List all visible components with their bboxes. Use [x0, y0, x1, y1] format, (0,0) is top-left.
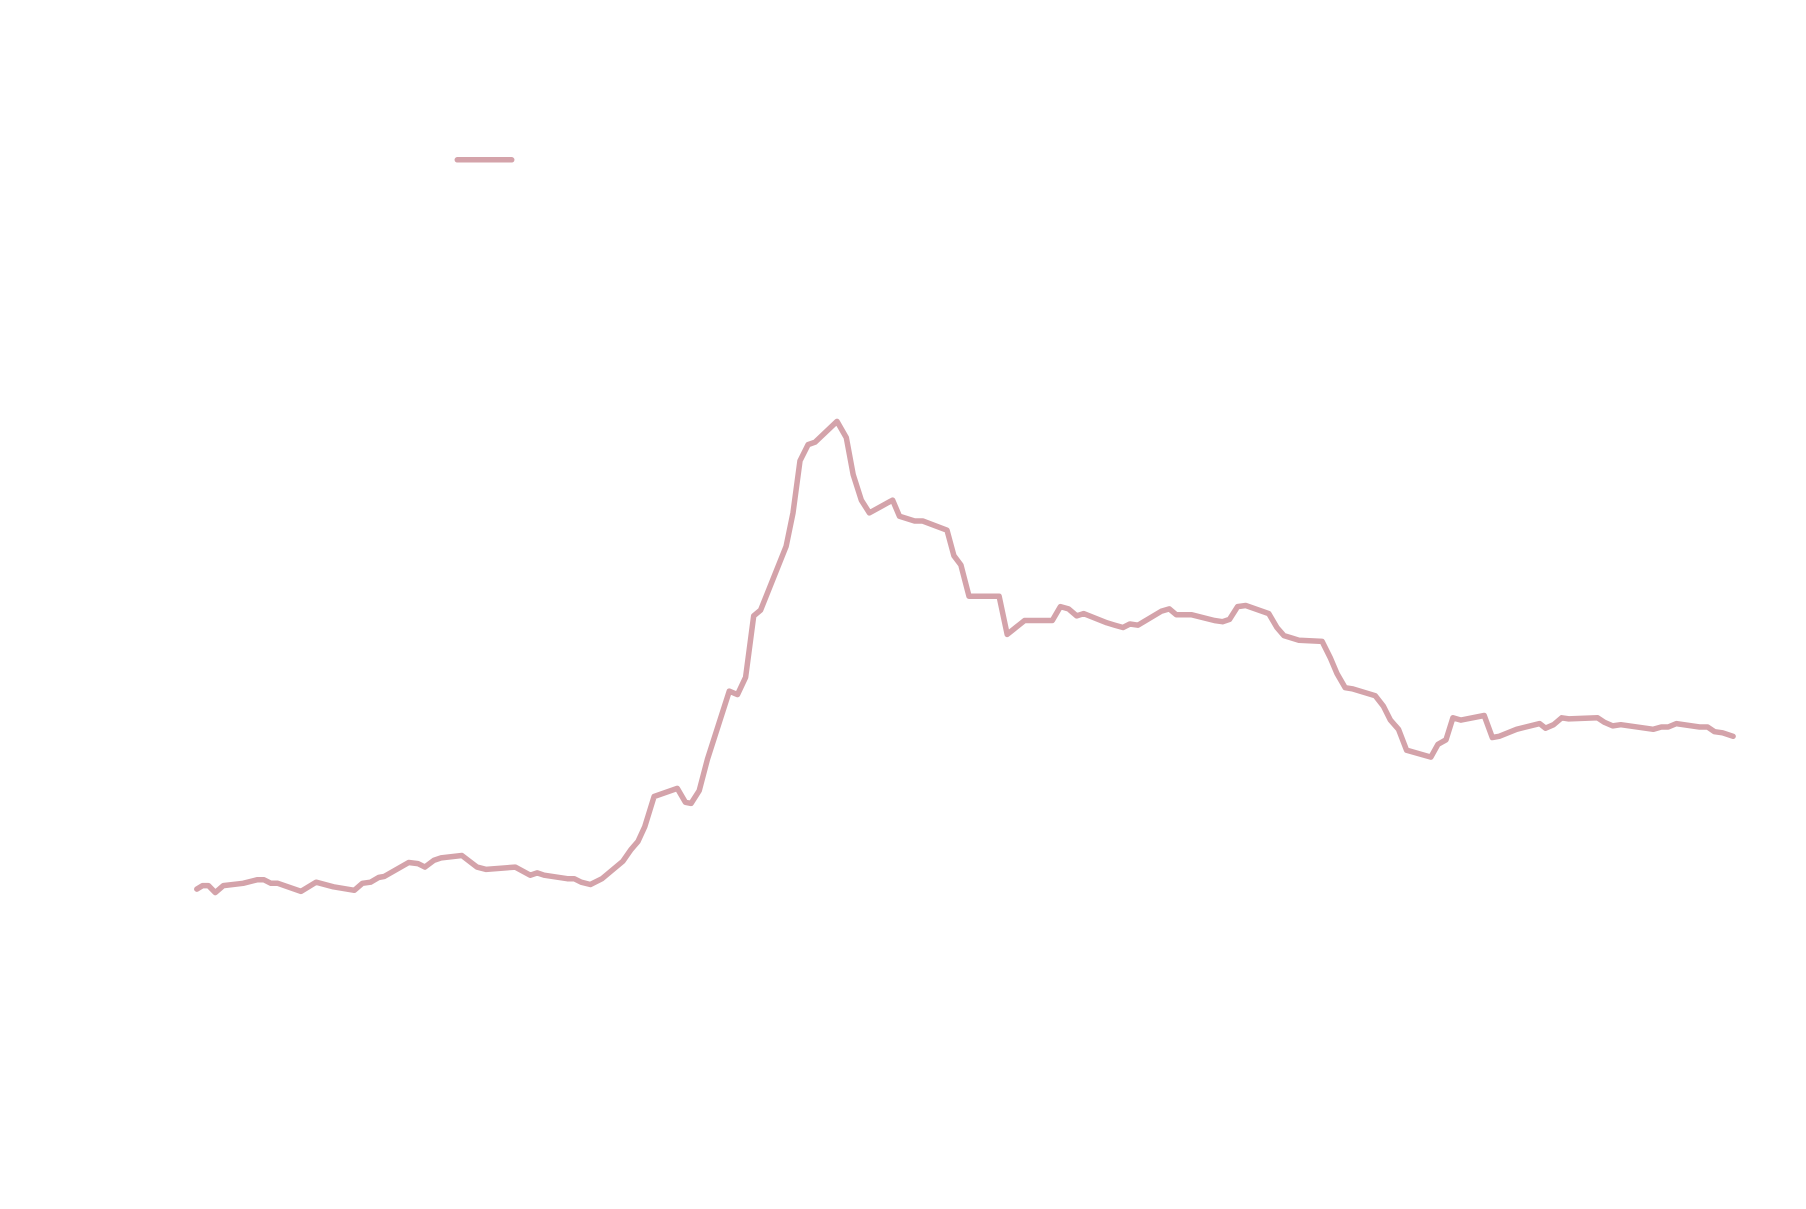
data-line — [194, 418, 1736, 896]
